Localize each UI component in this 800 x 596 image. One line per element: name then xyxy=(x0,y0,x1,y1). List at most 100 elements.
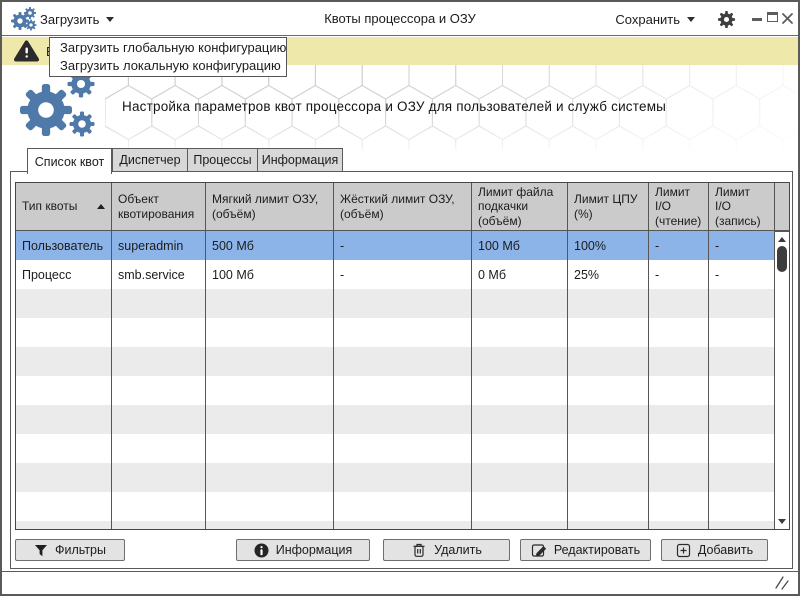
empty-table-cell xyxy=(649,405,709,434)
empty-table-cell xyxy=(112,318,206,347)
empty-table-cell xyxy=(472,347,568,376)
table-cell: 0 Мб xyxy=(472,260,568,289)
tab-information[interactable]: Информация xyxy=(257,148,343,172)
column-header[interactable]: Лимит I/O (чтение) xyxy=(649,183,709,230)
column-header[interactable]: Мягкий лимит ОЗУ, (объём) xyxy=(206,183,334,230)
empty-table-cell xyxy=(206,347,334,376)
pencil-square-icon xyxy=(531,544,546,557)
column-header[interactable]: Объект квотирования xyxy=(112,183,206,230)
scroll-up-button[interactable] xyxy=(775,237,789,242)
load-menu-item[interactable]: Загрузить глобальную конфигурацию xyxy=(60,40,287,55)
empty-table-cell xyxy=(16,521,112,529)
table-cell: - xyxy=(715,238,720,253)
column-header[interactable]: Тип квоты xyxy=(16,183,112,230)
table-row[interactable]: Процесс smb.service 100 Мб -0 Мб 25% - - xyxy=(16,260,789,289)
load-menu-item[interactable]: Загрузить локальную конфигурацию xyxy=(60,58,281,73)
empty-table-cell xyxy=(334,521,472,529)
column-header[interactable]: Лимит I/O (запись) xyxy=(709,183,775,230)
table-row[interactable]: Пользователь superadmin 500 Мб -100 Мб 100% -… xyxy=(16,231,789,260)
empty-table-cell xyxy=(334,318,472,347)
delete-button[interactable]: Удалить xyxy=(383,539,510,561)
empty-table-cell xyxy=(334,434,472,463)
empty-table-cell xyxy=(568,347,649,376)
empty-table-cell xyxy=(649,289,709,318)
empty-table-cell xyxy=(709,405,775,434)
empty-table-cell xyxy=(709,289,775,318)
empty-table-cell xyxy=(649,347,709,376)
empty-table-cell xyxy=(112,376,206,405)
table-cell: 500 Мб xyxy=(206,231,334,260)
column-header-label: Жёсткий лимит ОЗУ, (объём) xyxy=(340,192,455,221)
table-cell: - xyxy=(649,231,709,260)
empty-table-cell xyxy=(472,434,568,463)
status-bar xyxy=(2,571,798,594)
empty-table-cell xyxy=(709,492,775,521)
triangle-up-icon xyxy=(778,237,786,242)
empty-table-cell xyxy=(568,434,649,463)
info-circle-icon xyxy=(254,543,269,557)
tab-processes[interactable]: Процессы xyxy=(187,148,258,172)
settings-gear-icon[interactable] xyxy=(718,11,735,28)
minimize-button[interactable] xyxy=(752,18,762,21)
empty-table-cell xyxy=(568,521,649,529)
titlebar: Загрузить Квоты процессора и ОЗУ Сохрани… xyxy=(2,2,798,36)
vertical-scrollbar[interactable] xyxy=(774,231,789,529)
restore-button[interactable] xyxy=(767,12,778,22)
column-header-label: Объект квотирования xyxy=(118,192,195,221)
empty-table-cell xyxy=(112,434,206,463)
quota-table: Тип квоты Объект квотирования Мягкий лимит… xyxy=(15,182,790,530)
empty-table-cell xyxy=(112,405,206,434)
save-menu-button[interactable]: Сохранить xyxy=(615,2,695,36)
empty-table-cell xyxy=(649,492,709,521)
column-header-label: Лимит I/O (чтение) xyxy=(655,185,702,228)
empty-table-cell xyxy=(709,347,775,376)
empty-table-cell xyxy=(206,376,334,405)
column-header[interactable]: Лимит ЦПУ (%) xyxy=(568,183,649,230)
empty-table-cell xyxy=(16,405,112,434)
edit-button-label: Редактировать xyxy=(553,543,641,557)
edit-button[interactable]: Редактировать xyxy=(520,539,651,561)
empty-table-cell xyxy=(334,405,472,434)
empty-table-cell xyxy=(16,318,112,347)
table-cell: 25% xyxy=(568,260,649,289)
add-button[interactable]: Добавить xyxy=(661,539,768,561)
empty-table-cell xyxy=(649,463,709,492)
empty-table-cell xyxy=(472,289,568,318)
filters-button[interactable]: Фильтры xyxy=(15,539,125,561)
close-button[interactable] xyxy=(781,12,794,25)
load-menu-button[interactable]: Загрузить xyxy=(40,2,115,36)
table-cell: smb.service xyxy=(112,260,206,289)
table-body: Пользователь superadmin 500 Мб -100 Мб 100% -… xyxy=(16,231,789,529)
empty-table-cell xyxy=(16,492,112,521)
empty-table-row xyxy=(16,405,789,434)
empty-table-cell xyxy=(16,347,112,376)
scrollbar-thumb[interactable] xyxy=(777,246,787,272)
resize-grip[interactable] xyxy=(774,575,790,590)
trash-icon xyxy=(413,543,425,557)
information-button[interactable]: Информация xyxy=(236,539,370,561)
column-header[interactable]: Жёсткий лимит ОЗУ, (объём) xyxy=(334,183,472,230)
empty-table-row xyxy=(16,347,789,376)
empty-table-row xyxy=(16,434,789,463)
empty-table-cell xyxy=(649,376,709,405)
empty-table-cell xyxy=(649,521,709,529)
table-cell: - xyxy=(334,231,472,260)
column-header-label: Лимит I/O (запись) xyxy=(715,185,761,228)
empty-table-cell xyxy=(112,347,206,376)
table-cell: Пользователь xyxy=(16,231,112,260)
empty-table-cell xyxy=(568,289,649,318)
tab-panel: Тип квоты Объект квотирования Мягкий лимит… xyxy=(10,171,793,569)
table-cell: Процесс xyxy=(16,260,112,289)
chevron-down-icon xyxy=(687,16,695,22)
empty-table-cell xyxy=(709,376,775,405)
empty-table-cell xyxy=(206,434,334,463)
empty-table-cell xyxy=(206,318,334,347)
tab-dispatcher[interactable]: Диспетчер xyxy=(112,148,188,172)
empty-table-cell xyxy=(16,289,112,318)
empty-table-cell xyxy=(568,376,649,405)
table-header-row: Тип квоты Объект квотирования Мягкий лимит… xyxy=(16,183,789,231)
empty-table-cell xyxy=(112,521,206,529)
column-header[interactable]: Лимит файла подкачки (объём) xyxy=(472,183,568,230)
scroll-down-button[interactable] xyxy=(775,519,789,524)
tab-quota-list[interactable]: Список квот xyxy=(27,148,112,174)
